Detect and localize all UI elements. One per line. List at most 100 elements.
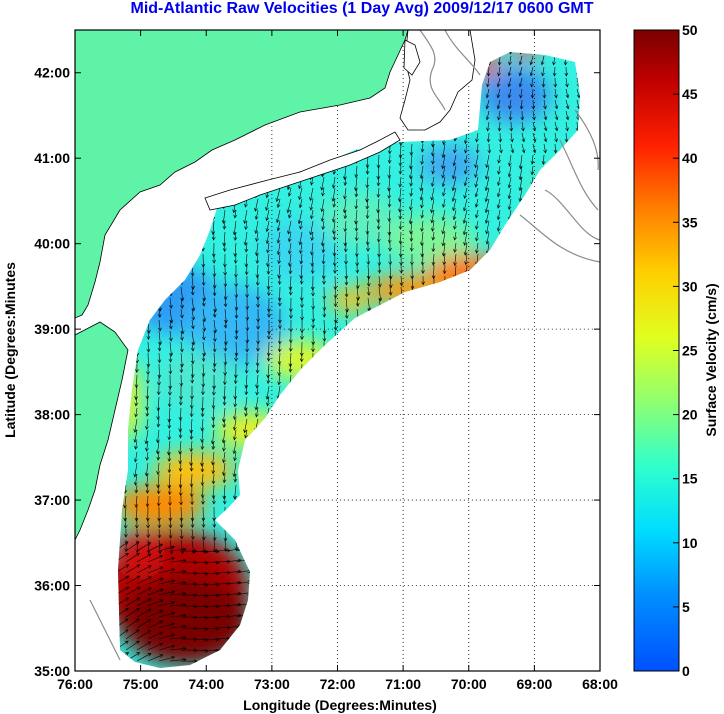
velocity-arrow [507,77,512,88]
velocity-arrow [475,220,479,230]
velocity-arrow [265,231,270,245]
velocity-arrow [387,220,392,236]
velocity-arrow [343,231,348,247]
velocity-arrow [518,165,523,181]
velocity-arrow [118,629,129,640]
velocity-arrow [387,198,392,208]
velocity-arrow [366,253,371,266]
velocity-arrow [125,607,140,618]
velocity-arrow [145,407,150,417]
velocity-arrow [532,132,537,143]
velocity-arrow [518,187,523,202]
velocity-arrow [157,517,162,529]
colorbar-tick-label: 30 [682,278,698,294]
velocity-arrow [178,429,183,439]
velocity-arrow [201,517,206,528]
velocity-arrow [167,462,172,474]
velocity-arrow [453,253,457,266]
velocity-arrow [243,231,248,246]
velocity-arrow [212,286,217,297]
velocity-arrow [157,308,162,318]
velocity-arrow [158,611,176,618]
colorbar-tick-label: 35 [682,214,698,230]
velocity-arrow [179,341,184,353]
velocity-arrow [118,552,129,563]
velocity-arrow [169,635,187,640]
velocity-arrow [554,121,559,132]
velocity-arrow [233,407,237,421]
velocity-arrow [309,220,314,236]
velocity-arrow [223,264,227,276]
velocity-arrow [254,396,259,411]
velocity-arrow [200,429,204,443]
velocity-arrow [146,528,151,539]
velocity-arrow [125,640,140,651]
velocity-arrow [365,198,370,210]
velocity-arrow [484,209,490,224]
velocity-arrow [420,253,425,266]
velocity-arrow [333,297,338,308]
velocity-arrow [333,265,337,274]
velocity-arrow [255,385,260,396]
velocity-arrow [201,385,205,396]
velocity-arrow [530,77,534,88]
velocity-arrow [213,539,217,553]
velocity-arrow [234,297,239,311]
velocity-arrow [157,528,162,539]
velocity-arrow [277,363,282,377]
velocity-arrow [409,187,414,197]
velocity-arrow [168,352,173,363]
velocity-arrow [147,620,164,629]
velocity-arrow [464,132,468,145]
velocity-arrow [266,275,271,290]
velocity-arrow [388,264,393,280]
velocity-arrow [147,642,164,651]
velocity-arrow [365,209,370,220]
velocity-arrow [288,209,292,219]
velocity-arrow [499,143,503,154]
velocity-arrow [344,254,348,265]
velocity-arrow [244,220,248,231]
velocity-arrow [255,253,260,265]
x-tick-label: 74:00 [188,676,224,692]
velocity-arrow [156,484,161,495]
velocity-arrow [565,77,569,88]
velocity-arrow [298,198,303,209]
velocity-arrow [452,154,457,167]
velocity-arrow [232,462,237,478]
velocity-arrow [430,187,435,201]
velocity-arrow [331,209,336,223]
velocity-arrow [267,330,271,340]
velocity-arrow [233,429,237,441]
velocity-arrow [507,165,512,178]
velocity-arrow [343,209,348,220]
velocity-arrow [287,231,292,243]
velocity-arrow [133,451,138,463]
velocity-arrow [366,275,371,287]
velocity-arrow [147,599,164,607]
velocity-arrow [376,154,381,169]
velocity-arrow [136,553,152,563]
velocity-arrow [189,407,194,418]
x-tick-label: 76:00 [57,676,93,692]
velocity-arrow [376,209,381,223]
velocity-arrow [332,242,337,257]
velocity-arrow [169,569,187,574]
velocity-arrow [156,407,161,421]
velocity-arrow [441,176,446,188]
velocity-arrow [189,462,194,472]
velocity-arrow [507,154,512,167]
velocity-arrow [201,374,206,388]
velocity-arrow [178,407,183,421]
velocity-arrow [190,506,195,522]
velocity-arrow [276,198,281,209]
velocity-arrow [212,352,217,367]
velocity-arrow [156,462,160,475]
velocity-arrow [169,646,187,651]
velocity-arrow [388,253,393,266]
velocity-arrow [223,297,228,308]
velocity-arrow [530,154,535,165]
velocity-arrow [463,187,468,199]
velocity-arrow [190,286,195,296]
velocity-arrow [213,319,218,334]
